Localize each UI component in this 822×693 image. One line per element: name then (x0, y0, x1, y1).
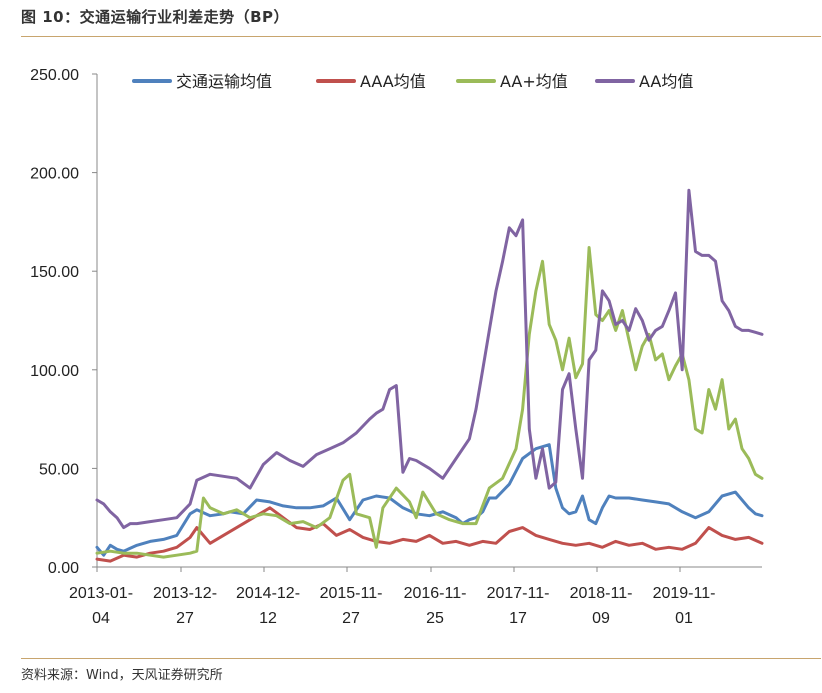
series-line-2 (95, 506, 764, 563)
y-tick-label: 50.00 (39, 461, 79, 478)
x-tick-label: 2015-11- (320, 585, 383, 602)
x-tick-label-date: 01 (675, 610, 693, 627)
x-tick-label-date: 04 (92, 610, 110, 627)
y-tick-label: 150.00 (30, 264, 79, 281)
x-tick-label-date: 27 (342, 610, 360, 627)
x-tick-label: 2014-12- (236, 585, 300, 602)
x-tick-label-date: 17 (509, 610, 527, 627)
x-tick-label: 2019-11- (653, 585, 716, 602)
x-tick-label: 2013-12- (153, 585, 217, 602)
source-note: 资料来源：Wind，天风证券研究所 (21, 668, 223, 683)
x-tick-label: 2017-11- (487, 585, 550, 602)
chart-axes: 0.00 50.00 100.00 150.00 200.00 250.00 2013-01… (30, 67, 762, 627)
series-line-4 (95, 188, 764, 530)
x-tick-label-date: 09 (592, 610, 610, 627)
y-tick-label: 0.00 (48, 560, 79, 577)
bottom-divider (21, 658, 821, 659)
series-line-1 (95, 443, 764, 557)
x-tick-label: 2013-01- (69, 585, 133, 602)
legend-label-3: AA+均值 (500, 72, 568, 91)
chart-series-layer (95, 188, 764, 563)
y-tick-label: 250.00 (30, 67, 79, 84)
legend-label-1: 交通运输均值 (176, 72, 272, 91)
legend-label-2: AAA均值 (360, 72, 426, 91)
chart-legend: 交通运输均值 AAA均值 AA+均值 AA均值 (132, 72, 693, 91)
top-divider (21, 36, 821, 37)
legend-label-4: AA均值 (639, 72, 693, 91)
y-tick-label: 100.00 (30, 363, 79, 380)
x-tick-label-date: 27 (176, 610, 194, 627)
x-tick-label-date: 12 (259, 610, 277, 627)
x-tick-label: 2016-11- (404, 585, 467, 602)
figure-title: 图 10：交通运输行业利差走势（BP） (21, 8, 290, 26)
y-tick-label: 200.00 (30, 166, 79, 183)
x-tick-label-date: 25 (426, 610, 444, 627)
x-tick-label: 2018-11- (570, 585, 633, 602)
